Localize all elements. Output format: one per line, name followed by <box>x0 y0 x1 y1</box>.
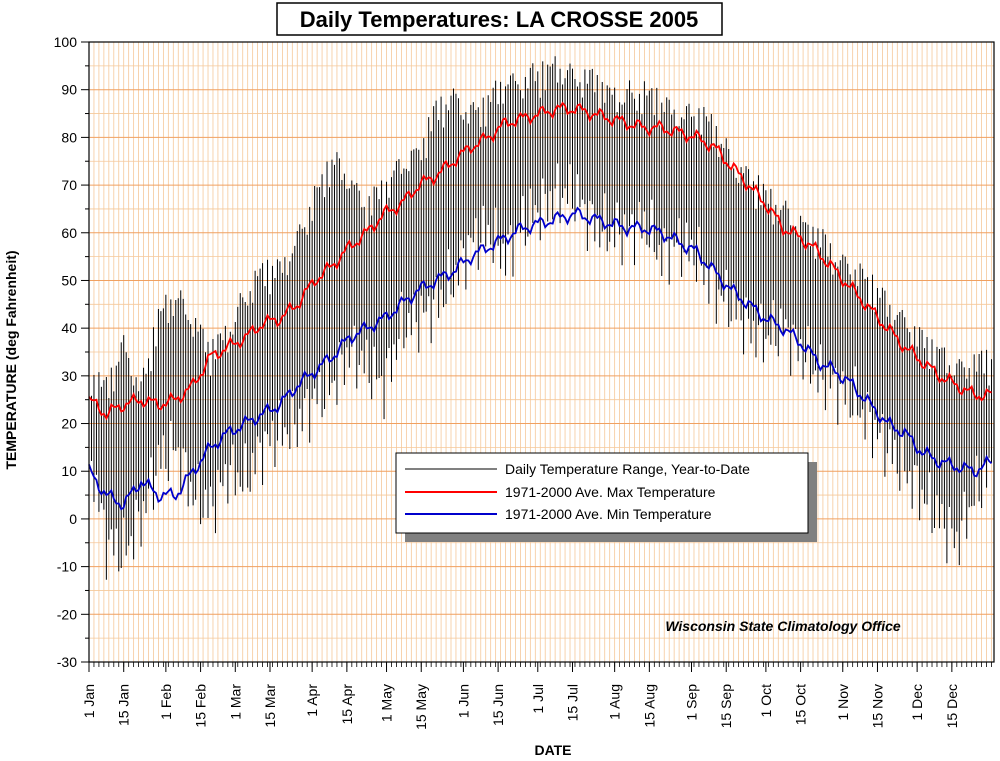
y-tick-label: 30 <box>61 368 77 384</box>
x-tick-label: 15 Nov <box>869 684 885 728</box>
x-tick-label: 15 Feb <box>193 684 209 728</box>
x-tick-label: 15 Aug <box>641 684 657 728</box>
x-tick-label: 15 Apr <box>339 684 355 725</box>
y-tick-label: 20 <box>61 416 77 432</box>
x-tick-label: 1 May <box>379 684 395 722</box>
y-axis-title: TEMPERATURE (deg Fahrenheit) <box>3 250 19 469</box>
x-axis-title: DATE <box>534 742 571 758</box>
range-bars <box>88 56 993 580</box>
y-tick-label: 80 <box>61 129 77 145</box>
average-lines <box>88 101 993 511</box>
x-tick-label: 1 Oct <box>758 684 774 718</box>
grid <box>88 41 994 663</box>
y-tick-label: 70 <box>61 177 77 193</box>
x-tick-label: 1 Aug <box>607 684 623 720</box>
y-tick-label: 40 <box>61 320 77 336</box>
y-tick-label: 50 <box>61 272 77 288</box>
y-tick-label: -10 <box>57 559 77 575</box>
x-tick-label: 1 Nov <box>835 684 851 721</box>
y-tick-label: 100 <box>54 34 78 50</box>
x-tick-label: 15 Jul <box>564 684 580 721</box>
x-axis: 1 Jan 15 Jan 1 Feb 15 Feb 1 Mar 15 Mar 1 Apr 15… <box>81 662 992 730</box>
chart-title: Daily Temperatures: LA CROSSE 2005 <box>300 7 699 32</box>
series-line-min <box>88 206 993 511</box>
legend-label-min: 1971-2000 Ave. Min Temperature <box>505 506 712 522</box>
x-tick-label: 1 Mar <box>227 684 243 720</box>
legend-label-range: Daily Temperature Range, Year-to-Date <box>505 461 750 477</box>
y-tick-label: 0 <box>69 511 77 527</box>
legend-label-max: 1971-2000 Ave. Max Temperature <box>505 484 716 500</box>
y-tick-label: 10 <box>61 463 77 479</box>
credit-text: Wisconsin State Climatology Office <box>665 618 901 634</box>
chart-title-box <box>276 2 723 36</box>
x-tick-label: 15 Dec <box>944 684 960 728</box>
x-tick-label: 15 Mar <box>262 684 278 728</box>
y-tick-label: 60 <box>61 225 77 241</box>
x-tick-label: 1 Jun <box>455 684 471 718</box>
x-tick-label: 1 Feb <box>158 684 174 720</box>
x-tick-label: 1 Sep <box>684 684 700 721</box>
x-tick-label: 1 Dec <box>909 684 925 721</box>
y-tick-label: -20 <box>57 606 77 622</box>
x-tick-label: 15 Oct <box>793 684 809 725</box>
x-tick-label: 15 Sep <box>718 684 734 729</box>
y-tick-label: 90 <box>61 82 77 98</box>
legend: Daily Temperature Range, Year-to-Date 19… <box>395 452 817 542</box>
series-line-max <box>88 101 992 421</box>
x-tick-label: 15 Jun <box>490 684 506 726</box>
x-tick-label: 1 Jul <box>530 684 546 714</box>
x-tick-label: 1 Apr <box>304 684 320 717</box>
x-tick-label: 15 Jan <box>116 684 132 726</box>
y-tick-label: -30 <box>57 654 77 670</box>
x-tick-label: 15 May <box>413 684 429 730</box>
x-tick-label: 1 Jan <box>81 684 97 718</box>
